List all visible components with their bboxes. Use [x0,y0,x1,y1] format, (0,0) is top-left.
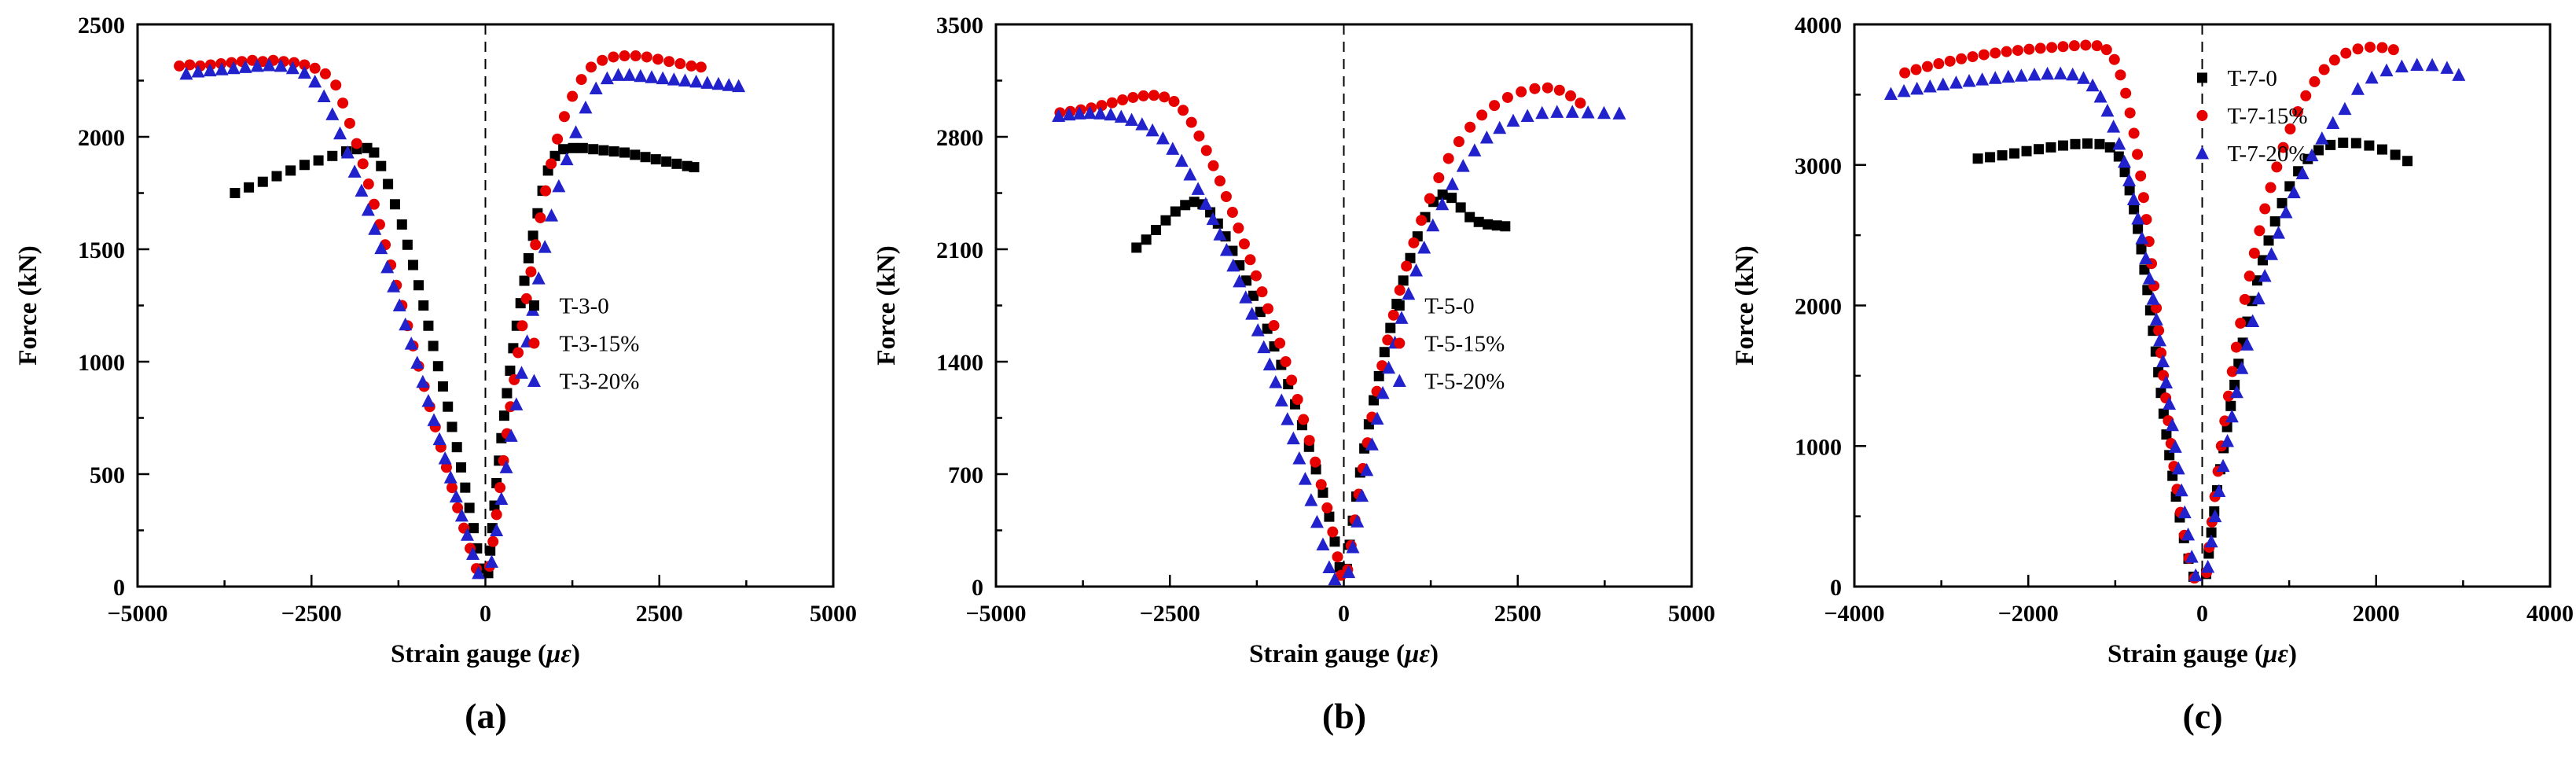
chart-a: −5000 −2500 0 2500 5000 0 500 1000 1500 2000 2500 F… [0,5,858,687]
legend: T-5-0 T-5-15% T-5-20% [1392,294,1505,395]
legend-label: T-5-15% [1424,332,1505,357]
legend: T-3-0 T-3-15% T-3-20% [527,294,639,395]
y-tick-label: 1500 [78,237,125,263]
y-tick-label: 2000 [78,125,125,151]
x-tick-label: −2000 [1998,601,2059,627]
panel-c: −4000 −2000 0 2000 4000 0 1000 2000 3000 4000 Forc… [1717,5,2575,737]
y-tick-label: 1000 [1795,434,1842,460]
figure-row: −5000 −2500 0 2500 5000 0 500 1000 1500 2000 2500 F… [0,5,2575,737]
chart-svg: −4000 −2000 0 2000 4000 0 1000 2000 3000 4000 Forc… [1731,13,2574,668]
y-tick-label: 700 [948,462,983,488]
x-tick-label: 0 [1338,601,1350,627]
y-tick-label: 1400 [936,350,983,376]
x-tick-label: −5000 [965,601,1026,627]
x-axis-label: Strain gauge (με) [1249,640,1439,668]
y-axis-label: Force (kN) [14,245,42,365]
series-T-5-20% [1052,105,1626,586]
y-tick-label: 0 [972,575,983,601]
legend-label: T-7-20% [2228,142,2308,167]
axis-ticks [1853,23,2552,588]
x-tick-label: 2500 [1494,601,1542,627]
x-tick-label: 4000 [2526,601,2574,627]
tick-labels: −5000 −2500 0 2500 5000 0 700 1400 2100 2800 3500 [936,13,1715,627]
legend-label: T-3-0 [559,294,608,319]
x-tick-label: 2000 [2353,601,2400,627]
caption-a: (a) [465,696,507,736]
legend-label: T-7-15% [2228,104,2308,129]
legend-label: T-3-15% [559,332,639,357]
legend-label: T-3-20% [559,370,639,395]
y-tick-label: 2500 [78,13,125,39]
y-axis-label: Force (kN) [873,245,901,365]
y-tick-label: 2000 [1795,294,1842,320]
x-tick-label: 2500 [636,601,683,627]
y-tick-label: 0 [1830,575,1842,601]
y-axis-label: Force (kN) [1731,245,1759,365]
x-tick-label: 5000 [810,601,857,627]
x-tick-label: −2500 [1140,601,1200,627]
x-tick-label: −2500 [281,601,342,627]
legend-label: T-5-0 [1424,294,1474,319]
x-tick-label: 0 [2196,601,2208,627]
x-tick-label: −4000 [1824,601,1884,627]
series-T-5-15% [1054,82,1586,581]
chart-c: −4000 −2000 0 2000 4000 0 1000 2000 3000 4000 Forc… [1717,5,2575,687]
y-tick-label: 2100 [936,237,983,263]
tick-labels: −4000 −2000 0 2000 4000 0 1000 2000 3000 4000 [1795,13,2574,627]
tick-labels: −5000 −2500 0 2500 5000 0 500 1000 1500 2000 2500 [78,13,857,627]
chart-svg: −5000 −2500 0 2500 5000 0 500 1000 1500 2000 2500 F… [14,13,857,668]
x-tick-label: −5000 [107,601,167,627]
legend: T-7-0 T-7-15% T-7-20% [2196,66,2308,167]
x-tick-label: 0 [480,601,491,627]
legend-label: T-7-0 [2228,66,2277,91]
x-tick-label: 5000 [1668,601,1715,627]
caption-b: (b) [1321,696,1367,736]
x-axis-label: Strain gauge (με) [391,640,580,668]
series-T-3-15% [174,50,707,575]
y-tick-label: 1000 [78,350,125,376]
chart-b: −5000 −2500 0 2500 5000 0 700 1400 2100 2800 3500 F… [858,5,1717,687]
y-tick-label: 3000 [1795,153,1842,179]
panel-a: −5000 −2500 0 2500 5000 0 500 1000 1500 2000 2500 F… [0,5,858,737]
y-tick-label: 0 [113,575,125,601]
y-tick-label: 2800 [936,125,983,151]
y-tick-label: 3500 [936,13,983,39]
panel-b: −5000 −2500 0 2500 5000 0 700 1400 2100 2800 3500 F… [858,5,1717,737]
series-T-7-0 [1972,138,2413,582]
y-tick-label: 500 [90,462,125,488]
legend-label: T-5-20% [1424,370,1505,395]
series-T-3-20% [179,58,746,579]
series-T-7-20% [1883,57,2466,582]
series-T-3-0 [230,142,700,579]
x-axis-label: Strain gauge (με) [2107,640,2297,668]
chart-svg: −5000 −2500 0 2500 5000 0 700 1400 2100 2800 3500 F… [873,13,1715,668]
y-tick-label: 4000 [1795,13,1842,39]
caption-c: (c) [2182,696,2223,736]
